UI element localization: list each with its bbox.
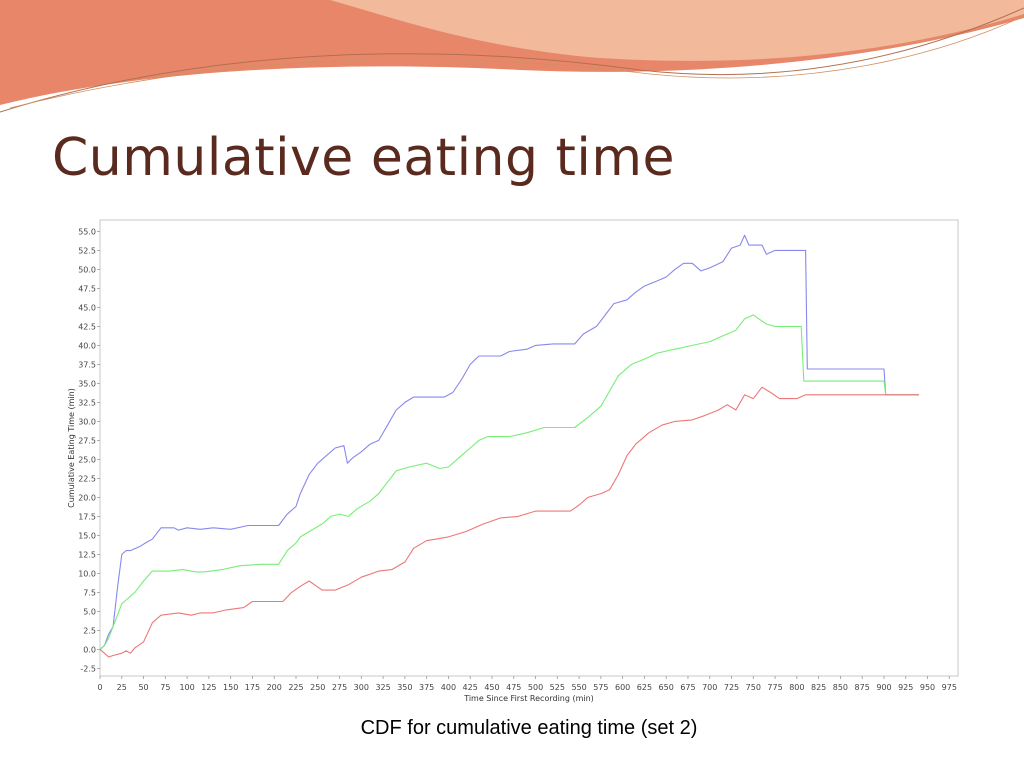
plot-area <box>99 219 959 677</box>
x-tick-label: 50 <box>138 683 148 692</box>
x-tick-label: 0 <box>97 683 102 692</box>
header-wave-line-2 <box>9 15 1024 109</box>
y-tick-label: 35.0 <box>78 379 96 388</box>
x-tick-label: 850 <box>833 683 848 692</box>
x-tick-label: 100 <box>179 683 194 692</box>
y-tick-label: 47.5 <box>78 284 96 293</box>
series-line-3 <box>99 386 919 658</box>
chart-caption: CDF for cumulative eating time (set 2) <box>360 717 698 739</box>
x-tick-label: 550 <box>571 683 586 692</box>
y-tick-label: 15.0 <box>78 531 96 540</box>
series-line-2 <box>99 314 919 650</box>
y-tick-label: 52.5 <box>78 246 96 255</box>
x-tick-label: 325 <box>375 683 390 692</box>
x-tick-label: 975 <box>942 683 957 692</box>
y-tick-label: 27.5 <box>78 436 96 445</box>
x-tick-label: 175 <box>245 683 260 692</box>
y-tick-label: 12.5 <box>78 550 96 559</box>
x-tick-label: 800 <box>789 683 804 692</box>
y-tick-label: 25.0 <box>78 455 96 464</box>
x-tick-label: 700 <box>702 683 717 692</box>
y-tick-label: 42.5 <box>78 322 96 331</box>
x-tick-label: 725 <box>724 683 739 692</box>
y-tick-label: 10.0 <box>78 569 96 578</box>
x-tick-label: 750 <box>746 683 761 692</box>
x-tick-label: 575 <box>593 683 608 692</box>
y-tick-label: -2.5 <box>80 664 96 673</box>
y-tick-label: 2.5 <box>83 626 96 635</box>
x-tick-label: 600 <box>615 683 630 692</box>
header-wave-line <box>0 7 1024 113</box>
y-tick-label: 30.0 <box>78 417 96 426</box>
x-tick-label: 675 <box>680 683 695 692</box>
y-tick-label: 7.5 <box>83 588 96 597</box>
y-tick-label: 45.0 <box>78 303 96 312</box>
x-tick-label: 875 <box>855 683 870 692</box>
x-tick-label: 500 <box>528 683 543 692</box>
x-tick-label: 525 <box>550 683 565 692</box>
x-tick-label: 400 <box>441 683 456 692</box>
x-tick-label: 225 <box>288 683 303 692</box>
x-tick-label: 450 <box>484 683 499 692</box>
y-axis-title: Cumulative Eating Time (min) <box>67 388 76 508</box>
x-tick-label: 425 <box>463 683 478 692</box>
x-axis-title: Time Since First Recording (min) <box>463 694 594 703</box>
x-tick-label: 950 <box>920 683 935 692</box>
x-tick-label: 350 <box>397 683 412 692</box>
x-tick-label: 125 <box>201 683 216 692</box>
y-tick-label: 22.5 <box>78 474 96 483</box>
x-tick-label: 825 <box>811 683 826 692</box>
x-tick-label: 250 <box>310 683 325 692</box>
x-tick-label: 375 <box>419 683 434 692</box>
y-tick-label: 32.5 <box>78 398 96 407</box>
y-tick-label: 40.0 <box>78 341 96 350</box>
x-tick-label: 150 <box>223 683 238 692</box>
x-tick-label: 900 <box>876 683 891 692</box>
x-tick-label: 25 <box>117 683 127 692</box>
y-tick-label: 37.5 <box>78 360 96 369</box>
y-tick-label: 5.0 <box>83 607 96 616</box>
series-line-1 <box>99 234 919 650</box>
x-tick-label: 200 <box>267 683 282 692</box>
x-tick-label: 775 <box>767 683 782 692</box>
x-tick-label: 300 <box>354 683 369 692</box>
y-tick-label: 55.0 <box>78 227 96 236</box>
y-tick-label: 17.5 <box>78 512 96 521</box>
y-tick-label: 50.0 <box>78 265 96 274</box>
x-tick-label: 275 <box>332 683 347 692</box>
slide-title: Cumulative eating time <box>52 128 675 188</box>
x-tick-label: 75 <box>160 683 170 692</box>
header-band-light <box>330 0 1024 61</box>
header-decoration <box>0 0 1024 113</box>
x-tick-label: 625 <box>637 683 652 692</box>
x-tick-label: 650 <box>659 683 674 692</box>
x-tick-label: 925 <box>898 683 913 692</box>
x-tick-label: 475 <box>506 683 521 692</box>
y-tick-label: 20.0 <box>78 493 96 502</box>
y-tick-label: 0.0 <box>83 645 96 654</box>
